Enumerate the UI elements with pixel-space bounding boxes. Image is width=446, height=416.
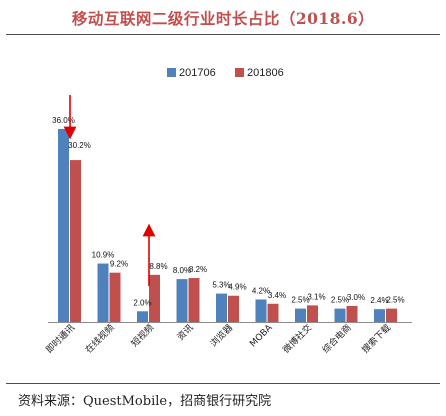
category-label-浏览器: 浏览器 xyxy=(208,322,236,350)
value-label-201806-微博社交: 3.1% xyxy=(307,292,325,301)
bar-201806-资讯 xyxy=(188,278,200,322)
bar-201806-即时通讯 xyxy=(70,160,81,322)
value-label-201706-在线视频: 10.9% xyxy=(92,251,115,260)
top-rule xyxy=(6,34,440,35)
value-label-201806-MOBA: 3.4% xyxy=(268,291,286,300)
value-label-201806-在线视频: 9.2% xyxy=(110,260,128,269)
value-label-201706-浏览器: 5.3% xyxy=(212,281,230,290)
bar-201706-搜索下载 xyxy=(374,309,385,322)
category-label-微博社交: 微博社交 xyxy=(280,322,314,356)
value-label-201806-浏览器: 4.9% xyxy=(228,283,246,292)
bar-201706-即时通讯 xyxy=(58,129,69,322)
bar-201706-微博社交 xyxy=(295,308,306,322)
source-note: 资料来源：QuestMobile，招商银行研究院 xyxy=(18,394,272,409)
legend-swatch-201806 xyxy=(235,68,244,77)
category-label-即时通讯: 即时通讯 xyxy=(43,322,77,356)
category-label-综合电商: 综合电商 xyxy=(320,322,354,356)
bar-201806-浏览器 xyxy=(228,295,239,322)
value-label-201806-短视频: 8.8% xyxy=(149,262,167,271)
bar-201806-微博社交 xyxy=(307,305,318,322)
value-label-201706-搜索下载: 2.4% xyxy=(370,296,388,305)
legend-swatch-201706 xyxy=(167,68,176,77)
category-label-搜索下载: 搜索下载 xyxy=(359,322,393,356)
value-label-201706-微博社交: 2.5% xyxy=(291,296,309,305)
bar-201706-在线视频 xyxy=(97,263,109,322)
bar-201806-MOBA xyxy=(267,303,279,322)
bar-201706-浏览器 xyxy=(216,293,227,322)
category-label-短视频: 短视频 xyxy=(129,322,157,350)
category-label-资讯: 资讯 xyxy=(175,322,196,343)
bar-201806-短视频 xyxy=(149,274,160,322)
bar-201706-资讯 xyxy=(176,279,188,322)
value-label-201806-即时通讯: 30.2% xyxy=(68,141,91,150)
value-label-201706-MOBA: 4.2% xyxy=(252,286,270,295)
legend-label-201706: 201706 xyxy=(179,67,216,79)
category-label-在线视频: 在线视频 xyxy=(83,322,117,356)
bottom-rule xyxy=(6,383,440,384)
bar-201806-搜索下载 xyxy=(386,308,397,322)
bar-201706-MOBA xyxy=(255,299,267,322)
value-label-201706-资讯: 8.0% xyxy=(173,266,191,275)
value-label-201806-搜索下载: 2.5% xyxy=(386,296,404,305)
value-label-201706-综合电商: 2.5% xyxy=(331,296,349,305)
chart-title: 移动互联网二级行业时长占比（2018.6） xyxy=(71,9,375,28)
value-label-201706-短视频: 2.0% xyxy=(133,298,151,307)
bar-201706-综合电商 xyxy=(334,308,346,322)
value-label-201806-综合电商: 3.0% xyxy=(347,293,365,302)
bar-201806-在线视频 xyxy=(109,272,121,322)
value-label-201706-即时通讯: 36.0% xyxy=(52,116,75,125)
value-label-201806-资讯: 8.2% xyxy=(189,265,207,274)
bar-201806-综合电商 xyxy=(346,305,358,322)
category-label-MOBA: MOBA xyxy=(248,322,275,349)
legend-label-201806: 201806 xyxy=(247,67,284,79)
bar-201706-短视频 xyxy=(137,311,148,322)
